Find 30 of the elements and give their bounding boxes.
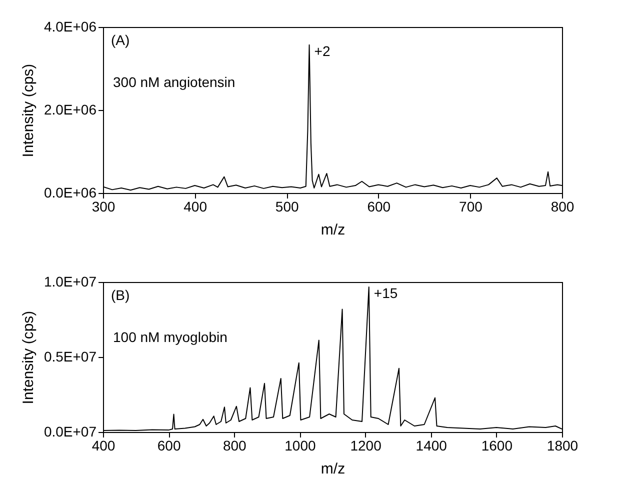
x-tick-label: 300 (92, 198, 116, 214)
annotation: 300 nM angiotensin (113, 74, 236, 90)
x-tick-label: 800 (550, 198, 574, 214)
x-axis-title: m/z (320, 460, 346, 478)
y-tick-label: 2.0E+06 (44, 102, 97, 118)
annotation: +15 (374, 284, 398, 301)
y-axis-title: Intensity (cps) (20, 310, 37, 404)
x-tick-label: 700 (459, 198, 483, 214)
x-tick-label: 1400 (416, 438, 448, 454)
annotation: 100 nM myoglobin (113, 329, 228, 345)
x-tick-label: 1600 (481, 438, 513, 454)
x-tick-label: 1200 (350, 438, 382, 454)
annotation: +2 (314, 42, 330, 59)
x-axis-title: m/z (320, 222, 346, 238)
y-tick-label: 0.0E+07 (44, 424, 97, 440)
y-axis-title: Intensity (cps) (20, 64, 37, 158)
x-tick-label: 600 (367, 198, 391, 214)
x-tick-label: 400 (184, 198, 208, 214)
x-tick-label: 400 (92, 438, 116, 454)
annotation: (A) (111, 32, 130, 48)
y-tick-label: 4.0E+06 (44, 18, 97, 34)
y-tick-label: 0.5E+07 (44, 348, 97, 364)
y-tick-label: 1.0E+07 (44, 274, 97, 290)
x-tick-label: 600 (157, 438, 181, 454)
x-tick-label: 500 (275, 198, 299, 214)
x-tick-label: 1800 (546, 438, 578, 454)
annotation: (B) (111, 287, 130, 303)
y-tick-label: 0.0E+06 (44, 184, 97, 200)
x-tick-label: 800 (222, 438, 247, 454)
x-tick-label: 1000 (284, 438, 316, 454)
